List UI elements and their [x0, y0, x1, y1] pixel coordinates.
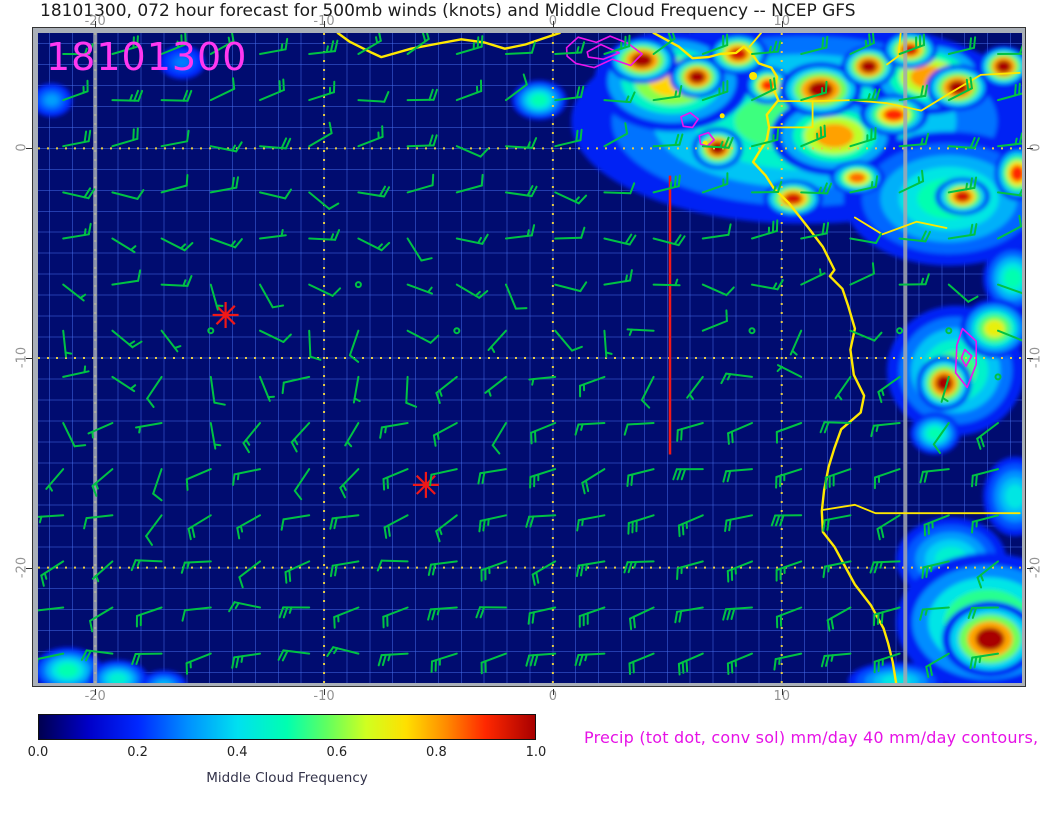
axis-tick-mark	[1027, 567, 1033, 569]
x-axis-tick-label-top: 10	[762, 14, 802, 29]
axis-tick-mark	[324, 21, 326, 27]
cloud-frequency-field	[38, 33, 1022, 683]
axis-tick-mark	[324, 689, 326, 695]
colorbar-tick-label: 0.8	[426, 745, 447, 760]
axis-tick-mark	[26, 358, 32, 359]
red-annotations	[212, 175, 672, 498]
timestamp-overlay: 18101300	[46, 35, 248, 79]
x-axis-tick-label-bottom: 10	[773, 689, 790, 704]
plot-title: 18101300, 072 hour forecast for 500mb wi…	[40, 1, 856, 21]
x-axis-tick-label-bottom: 0	[548, 689, 558, 704]
axis-tick-mark	[95, 21, 97, 27]
colorbar-tick-label: 0.4	[226, 745, 248, 760]
axis-tick-mark	[26, 148, 32, 150]
x-axis-tick-label-bottom: -20	[84, 689, 106, 704]
axis-tick-mark	[1027, 148, 1033, 150]
map-area: 18101300	[38, 33, 1022, 683]
colorbar-tick-label: 0.6	[326, 745, 348, 760]
colorbar-title: Middle Cloud Frequency	[206, 770, 368, 786]
precip-contours	[565, 35, 978, 389]
axis-tick-mark	[552, 689, 554, 695]
axis-tick-mark	[95, 689, 97, 695]
colorbar-tick-label: 0.0	[27, 745, 49, 760]
gray-boundary-lines	[93, 33, 908, 683]
axis-tick-mark	[781, 21, 783, 27]
axis-tick-mark	[781, 689, 783, 695]
colorbar-gradient	[38, 714, 536, 740]
colorbar-tick-label: 1.0	[525, 745, 547, 760]
forecast-map-canvas	[38, 33, 1022, 683]
colorbar-tick-label: 0.2	[127, 745, 148, 760]
axis-tick-mark	[552, 21, 554, 27]
precip-caption: Precip (tot dot, conv sol) mm/day 40 mm/…	[584, 728, 1039, 747]
axis-tick-mark	[26, 567, 32, 569]
x-axis-tick-label-bottom: -10	[313, 689, 335, 704]
axis-tick-mark	[1027, 358, 1033, 359]
x-axis-tick-label-top: -10	[304, 14, 344, 29]
x-axis-tick-label-top: -20	[75, 14, 115, 29]
wind-barbs	[38, 33, 1022, 679]
